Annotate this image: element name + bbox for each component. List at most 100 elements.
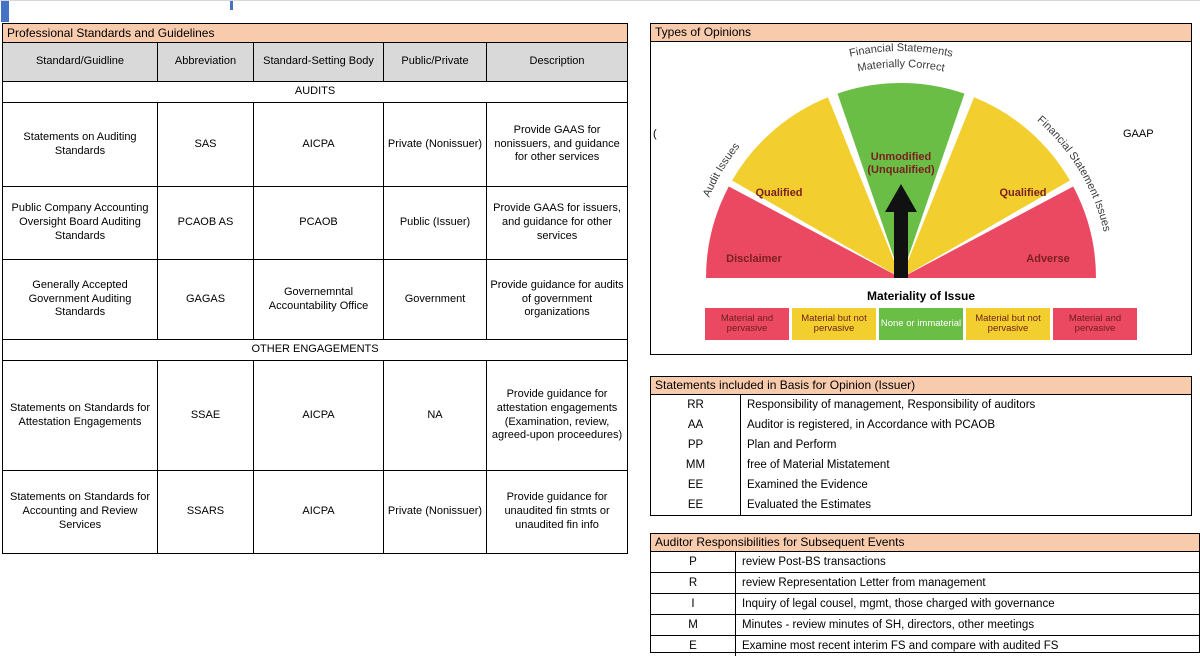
mnemonic-code: EE [651,495,741,515]
section-band-other-engagements: OTHER ENGAGEMENTS [1,339,629,361]
cell-standard: Statements on Standards for Attestation … [2,360,158,471]
cell-abbreviation: SSARS [157,470,254,554]
list-item: MM free of Material Mistatement [651,455,1191,475]
mnemonic-code: RR [651,395,741,415]
mnemonic-code: I [651,594,736,614]
subsequent-events-panel: Auditor Responsibilities for Subsequent … [650,533,1200,656]
standards-table-header-row: Standard/Guidline Abbreviation Standard-… [2,42,629,82]
cell-public-private: Public (Issuer) [383,186,487,260]
mnemonic-text: Evaluated the Estimates [747,499,872,511]
mnemonic-code: PP [651,435,741,455]
standards-table-title: Professional Standards and Guidelines [1,23,629,43]
cell-abbreviation: SAS [157,102,254,187]
list-item: RR Responsibility of management, Respons… [651,395,1191,415]
legend-cell-material-not-pervasive-left: Material but not pervasive [792,308,876,340]
panel-title: Auditor Responsibilities for Subsequent … [651,534,1199,552]
cell-standard: Public Company Accounting Oversight Boar… [2,186,158,260]
list-item: M Minutes - review minutes of SH, direct… [651,615,1199,636]
materiality-arrow [885,184,917,278]
mnemonic-text: Examined the Evidence [747,479,868,491]
qualified-left-label: Qualified [755,187,802,199]
legend-cell-none-immaterial: None or immaterial [879,308,963,340]
table-row: Statements on Standards for Attestation … [2,360,629,471]
cell-description: Provide guidance for unaudited fin stmts… [485,470,629,554]
list-item: AA Auditor is registered, in Accordance … [651,415,1191,435]
table-row: Public Company Accounting Oversight Boar… [2,186,629,260]
list-item: E Examine most recent interim FS and com… [651,636,1199,656]
cell-abbreviation: SSAE [157,360,254,471]
legend-cell-material-not-pervasive-right: Material but not pervasive [966,308,1050,340]
mnemonic-code: E [651,636,736,656]
gauge-segment-unmodified [837,82,965,278]
col-header-abbreviation: Abbreviation [157,42,254,82]
mnemonic-text: Examine most recent interim FS and compa… [742,640,1059,652]
svg-text:Audit Issues: Audit Issues [701,140,743,198]
cell-body: AICPA [253,102,384,187]
svg-text:Materially Correct: Materially Correct [856,58,945,74]
list-item: PP Plan and Perform [651,435,1191,455]
mnemonic-text: Auditor is registered, in Accordance wit… [747,419,996,431]
cell-abbreviation: PCAOB AS [157,186,254,260]
cell-public-private: Private (Nonissuer) [383,102,487,187]
adverse-label: Adverse [1026,253,1069,265]
gauge-segment-adverse [901,186,1096,278]
cell-description: Provide GAAS for issuers, and guidance f… [485,186,629,260]
text-cursor [1,1,9,22]
col-header-description: Description [485,42,629,82]
cell-description: Provide guidance for attestation engagem… [485,360,629,471]
panel-title: Types of Opinions [651,24,1191,42]
list-item: EE Examined the Evidence [651,475,1191,495]
table-row: Generally Accepted Government Auditing S… [2,259,629,340]
panel-title: Statements included in Basis for Opinion… [651,377,1191,395]
gauge-segment-disclaimer [706,186,901,278]
cell-body: AICPA [253,360,384,471]
caret-mark [230,1,233,10]
col-header-body: Standard-Setting Body [253,42,384,82]
table-row: Statements on Auditing Standards SAS AIC… [2,102,629,187]
mnemonic-code: P [651,552,736,572]
mnemonic-text: free of Material Mistatement [747,459,890,471]
qualified-right-label: Qualified [999,187,1046,199]
types-of-opinions-panel: Types of Opinions Financial Statements M… [650,23,1192,355]
legend-cell-material-pervasive-left: Material and pervasive [705,308,789,340]
disclaimer-label: Disclaimer [726,253,782,265]
mnemonic-text: Plan and Perform [747,439,837,451]
cell-standard: Generally Accepted Government Auditing S… [2,259,158,340]
cell-public-private: Private (Nonissuer) [383,470,487,554]
mnemonic-code: AA [651,415,741,435]
materiality-axis-title: Materiality of Issue [866,289,976,303]
standards-table: Professional Standards and Guidelines St… [1,23,629,554]
opinion-gauge: Financial Statements Materially Correct … [653,42,1154,278]
mnemonic-text: review Representation Letter from manage… [742,577,986,589]
list-item: EE Evaluated the Estimates [651,495,1191,515]
gauge-segment-qualified-left [732,97,901,278]
audit-issues-label: Audit Issues [701,140,743,198]
cell-description: Provide GAAS for nonissuers, and guidanc… [485,102,629,187]
arc-caption-line1: Financial Statements [848,42,954,60]
col-header-standard: Standard/Guidline [2,42,158,82]
cell-abbreviation: GAGAS [157,259,254,340]
left-edge-label: ( [653,128,657,140]
svg-text:Financial Statements: Financial Statements [848,42,954,60]
materiality-legend: Material and pervasive Material but not … [651,308,1191,340]
mnemonic-text: Minutes - review minutes of SH, director… [742,619,1035,631]
legend-cell-material-pervasive-right: Material and pervasive [1053,308,1137,340]
list-item: R review Representation Letter from mana… [651,573,1199,594]
cell-description: Provide guidance for audits of governmen… [485,259,629,340]
unmodified-label-line2: (Unqualified) [867,164,935,176]
mnemonic-text: Responsibility of management, Responsibi… [747,399,1036,411]
col-header-public-private: Public/Private [383,42,487,82]
unmodified-label-line1: Unmodified [871,151,932,163]
mnemonic-code: EE [651,475,741,495]
mnemonic-code: R [651,573,736,593]
section-band-audits: AUDITS [1,81,629,103]
cell-body: AICPA [253,470,384,554]
basis-for-opinion-panel: Statements included in Basis for Opinion… [650,376,1192,516]
gauge-segment-qualified-right [901,97,1070,278]
mnemonic-text: Inquiry of legal cousel, mgmt, those cha… [742,598,1055,610]
list-item: P review Post-BS transactions [651,552,1199,573]
mnemonic-text: review Post-BS transactions [742,556,886,568]
cell-body: PCAOB [253,186,384,260]
cell-standard: Statements on Auditing Standards [2,102,158,187]
mnemonic-code: MM [651,455,741,475]
